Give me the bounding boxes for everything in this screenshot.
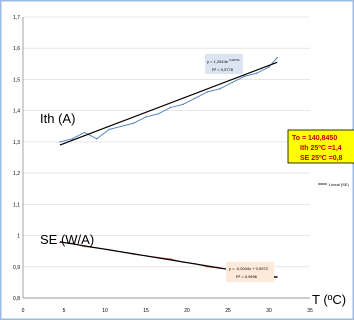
data-point-ith (243, 75, 246, 78)
ith-equation-exponent: 0,0076x (229, 58, 240, 62)
data-point-ith (219, 88, 221, 90)
info-line-se: SE 25ºC =0,8 (300, 155, 343, 162)
data-point-ith (276, 56, 278, 59)
info-box: To = 140,8450 Ith 25ºC =1,4 SE 25ºC =0,8 (287, 129, 354, 164)
x-tick-label: 5 (63, 308, 66, 314)
x-tick-label: 15 (143, 308, 149, 314)
se-equation-box: y = -0,0044x + 0,9972 R² = 0,9696 (226, 262, 274, 282)
y-tick-label: 1,3 (13, 140, 20, 146)
data-point-ith (268, 66, 270, 68)
y-tick-labels: 0,8 0,9 1 1,1 1,2 1,3 1,4 1,5 1,6 1,7 (13, 15, 20, 302)
data-point-ith (194, 97, 196, 99)
series-label-ith: Ith (A) (40, 111, 75, 126)
info-line-ith: Ith 25ºC =1,4 (300, 145, 342, 152)
y-tick-label: 1,5 (13, 77, 20, 83)
ith-r2-text: R² = 0,9778 (212, 67, 234, 72)
grid-layer (22, 16, 310, 299)
data-point-ith (108, 128, 110, 131)
data-point-ith (182, 103, 184, 106)
legend-entry-text: Lineal (SE) (329, 182, 349, 187)
y-tick-label: 0,8 (13, 296, 20, 302)
se-equation-text: y = -0,0044x + 0,9972 (229, 266, 269, 271)
x-tick-label: 30 (266, 308, 272, 314)
x-tick-label: 20 (184, 308, 190, 314)
data-point-ith (169, 106, 172, 109)
y-tick-label: 1,2 (13, 171, 20, 177)
ith-equation-background (205, 54, 243, 74)
ith-equation-text: y = 1,2544e 0,0076x (207, 58, 240, 64)
y-tick-label: 0,9 (13, 265, 20, 271)
x-axis-label: T (ºC) (312, 292, 346, 307)
ith-equation-main: y = 1,2544e (207, 59, 229, 64)
info-line-to: To = 140,8450 (292, 135, 337, 142)
trendline-ith (59, 61, 278, 146)
data-point-ith (133, 122, 135, 124)
data-point-ith (83, 131, 86, 134)
se-r2-text: R² = 0,9696 (236, 274, 258, 279)
ith-equation-box: y = 1,2544e 0,0076x R² = 0,9778 (205, 54, 243, 74)
data-point-ith (59, 141, 61, 143)
x-tick-labels: 0 5 10 15 20 25 30 35 (22, 308, 313, 314)
y-tick-label: 1,1 (13, 202, 20, 208)
x-tick-label: 10 (102, 308, 108, 314)
series-label-se: SE (W/A) (40, 232, 94, 247)
y-tick-label: 1,7 (13, 15, 20, 21)
legend: Lineal (SE) (318, 182, 349, 187)
y-tick-label: 1,4 (13, 109, 20, 115)
data-point-ith (256, 72, 258, 74)
se-equation-background (226, 262, 274, 282)
x-tick-label: 35 (307, 308, 313, 314)
data-point-ith (96, 138, 98, 140)
y-tick-label: 1,6 (13, 46, 20, 52)
x-tick-label: 25 (225, 308, 231, 314)
data-point-ith (206, 91, 209, 93)
data-point-ith (120, 125, 123, 127)
data-point-ith (71, 138, 73, 140)
x-tick-label: 0 (22, 308, 25, 314)
data-point-ith (231, 81, 233, 84)
data-point-ith (145, 116, 147, 118)
info-box-background (287, 129, 354, 164)
y-tick-label: 1 (17, 234, 20, 240)
data-point-ith (157, 113, 159, 115)
